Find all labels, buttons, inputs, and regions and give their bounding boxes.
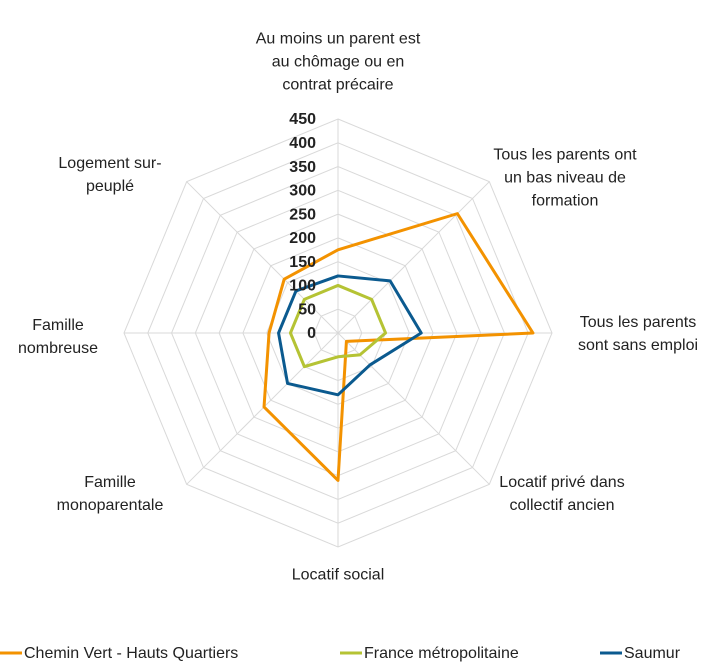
y-tick-label: 200 [289,230,316,247]
axis-spoke [337,181,490,334]
y-tick-label: 150 [289,254,316,271]
y-tick-label: 350 [289,159,316,176]
axis-spoke [337,332,490,485]
y-tick-label: 450 [289,111,316,128]
axis-spoke [186,332,339,485]
y-tick-label: 100 [289,278,316,295]
category-label: Au moins un parent est au chômage ou en … [255,30,421,94]
y-tick-label: 50 [298,301,316,318]
category-label: Locatif privé dans collectif ancien [499,474,625,514]
axis-spoke [186,181,339,334]
series-line [262,212,535,482]
y-tick-label: 400 [289,135,316,152]
category-label: Famille nombreuse [17,317,99,357]
legend-label: Chemin Vert - Hauts Quartiers [24,645,238,662]
y-tick-label: 0 [307,325,316,342]
legend-label: France métropolitaine [364,645,519,662]
category-label: Tous les parents ont un bas niveau de fo… [493,146,637,210]
y-tick-label: 250 [289,206,316,223]
y-tick-label: 300 [289,183,316,200]
category-label: Logement sur-peuplé [58,155,162,195]
category-label: Famille monoparentale [56,474,164,514]
category-label: Tous les parents sont sans emploi [577,314,699,354]
series-line [277,274,423,397]
series-line [288,283,388,369]
legend-label: Saumur [624,645,681,662]
category-label: Locatif social [291,566,385,584]
